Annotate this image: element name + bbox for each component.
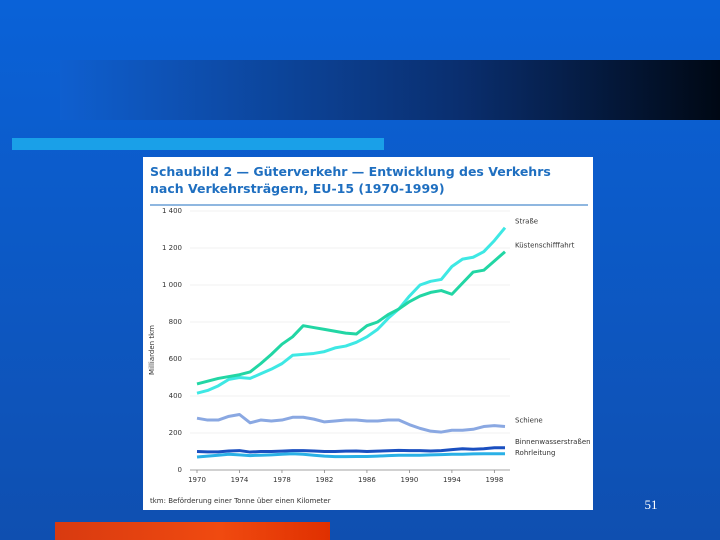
y-axis-label: Milliarden tkm — [148, 325, 156, 375]
x-tick-label: 1994 — [443, 476, 461, 484]
legend-label: Rohrleitung — [515, 449, 555, 457]
x-tick-label: 1978 — [273, 476, 291, 484]
x-tick-label: 1974 — [231, 476, 249, 484]
series-line — [196, 452, 505, 459]
legend-label: Küstenschifffahrt — [515, 242, 575, 250]
y-tick-label: 1 000 — [162, 281, 182, 289]
legend-label: Schiene — [515, 417, 543, 425]
y-tick-label: 800 — [169, 318, 182, 326]
series-line — [196, 250, 506, 386]
series-line — [196, 446, 505, 454]
legend-label: Straße — [515, 218, 538, 226]
x-tick-label: 1990 — [400, 476, 418, 484]
y-tick-label: 0 — [178, 466, 182, 474]
x-tick-label: 1998 — [485, 476, 503, 484]
x-tick-label: 1986 — [358, 476, 376, 484]
footer-bar — [55, 522, 330, 540]
header-band — [60, 60, 720, 120]
y-tick-label: 1 400 — [162, 207, 182, 215]
chart-title: Schaubild 2 — Güterverkehr — Entwicklung… — [150, 164, 551, 196]
x-tick-label: 1970 — [188, 476, 206, 484]
y-tick-label: 1 200 — [162, 244, 182, 252]
y-tick-label: 200 — [169, 429, 182, 437]
x-tick-label: 1982 — [316, 476, 334, 484]
series-line — [196, 413, 506, 434]
accent-bar — [12, 138, 384, 150]
page-number: 51 — [645, 497, 658, 512]
series-line — [196, 226, 507, 395]
footnote: tkm: Beförderung einer Tonne über einen … — [150, 497, 331, 505]
y-tick-label: 600 — [169, 355, 182, 363]
y-tick-label: 400 — [169, 392, 182, 400]
legend-label: Binnenwasserstraßen — [515, 438, 591, 446]
